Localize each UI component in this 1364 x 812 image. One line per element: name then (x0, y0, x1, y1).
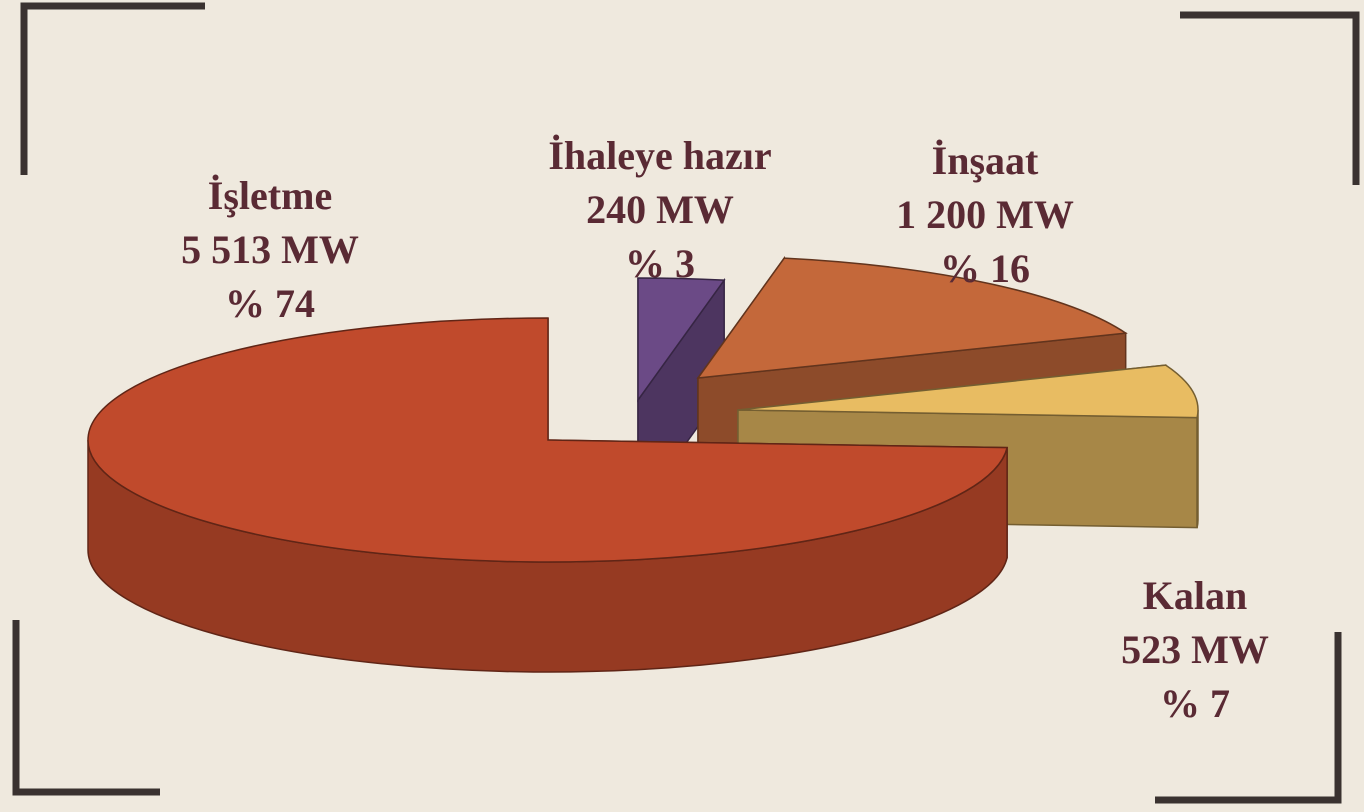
pie (87, 255, 1199, 673)
slice-value-label: % 74 (225, 281, 315, 326)
slice-label: İhaleye hazır (548, 133, 771, 178)
slice-label: Kalan (1143, 573, 1247, 618)
corner-bracket (1155, 632, 1342, 804)
corner-bracket (1180, 11, 1360, 185)
slice-value-label: % 16 (940, 246, 1030, 291)
slice-top (87, 317, 1009, 563)
labels: İşletme 5 513 MW % 74 İhaleye hazır 240 MW % … (181, 133, 1269, 726)
corner-bracket (20, 2, 205, 175)
slice-label: İşletme (208, 173, 332, 218)
slice-wall (1196, 409, 1199, 528)
slice-top (696, 257, 1128, 379)
corner-bracket (12, 620, 160, 796)
slice-top (737, 364, 1199, 419)
slice-mw-label: 1 200 MW (896, 192, 1074, 237)
slice-value-label: % 3 (625, 241, 695, 286)
slice-top (637, 277, 726, 403)
slice-mw-label: 240 MW (586, 187, 734, 232)
slice-mw-label: 523 MW (1121, 627, 1269, 672)
slice-value-label: % 7 (1160, 681, 1230, 726)
slice (87, 317, 1009, 673)
slice-label: İnşaat (932, 138, 1039, 183)
slice-mw-label: 5 513 MW (181, 227, 359, 272)
